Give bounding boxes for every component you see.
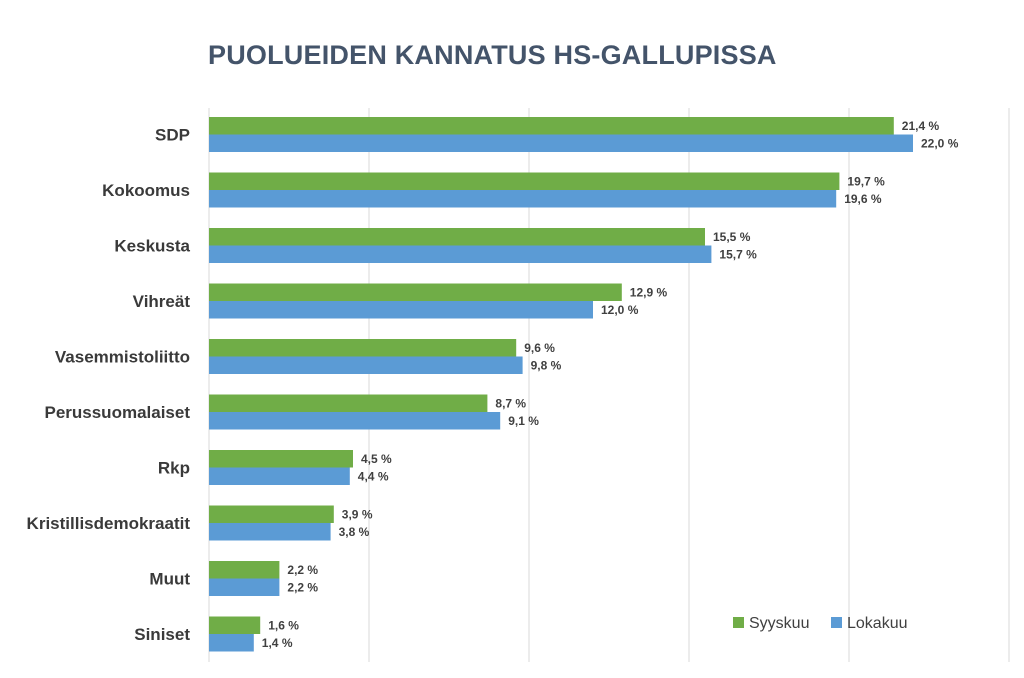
data-label: 2,2 % [287,580,318,594]
bar-lokakuu [209,578,280,596]
category-label: Muut [149,570,190,589]
value-labels: 21,4 % 22,0 % 19,7 % 19,6 % 15,5 % 15,7 % 12,9… [262,119,959,650]
category-label: Vasemmistoliitto [55,348,190,367]
legend-label: Lokakuu [847,615,908,632]
data-label: 1,4 % [262,636,293,650]
bar-lokakuu [209,634,254,652]
legend-swatch [831,617,842,628]
category-label: Keskusta [114,237,190,256]
bars [209,117,913,652]
legend-label: Syyskuu [749,615,809,632]
data-label: 9,1 % [508,414,539,428]
data-label: 19,7 % [847,174,885,188]
data-label: 1,6 % [268,618,299,632]
bar-syyskuu [209,339,517,357]
bar-lokakuu [209,245,712,263]
category-label: Kokoomus [102,181,190,200]
bar-lokakuu [209,356,523,374]
bar-syyskuu [209,450,353,468]
data-label: 21,4 % [902,119,940,133]
bar-syyskuu [209,505,334,523]
category-label: Perussuomalaiset [44,403,190,422]
bar-syyskuu [209,283,622,301]
bar-lokakuu [209,467,350,485]
bar-syyskuu [209,228,705,246]
category-labels: SDP Kokoomus Keskusta Vihreät Vasemmistoliit… [27,126,191,645]
bar-lokakuu [209,134,913,152]
category-label: Rkp [158,459,190,478]
legend-swatch [733,617,744,628]
bar-syyskuu [209,172,840,190]
data-label: 19,6 % [844,192,882,206]
chart-title-text: PUOLUEIDEN KANNATUS HS-GALLUPISSA [208,40,777,70]
bar-syyskuu [209,616,261,634]
category-label: Vihreät [133,292,191,311]
chart-title: PUOLUEIDEN KANNATUS HS-GALLUPISSA [0,40,1024,71]
bar-lokakuu [209,412,501,430]
bar-lokakuu [209,523,331,541]
data-label: 3,9 % [342,507,373,521]
bar-syyskuu [209,561,280,579]
bar-lokakuu [209,301,593,319]
data-label: 15,7 % [719,247,757,261]
data-label: 12,9 % [630,285,668,299]
legend: Syyskuu Lokakuu [733,615,908,632]
category-label: Siniset [134,625,190,644]
data-label: 22,0 % [921,136,959,150]
data-label: 2,2 % [287,563,318,577]
bar-syyskuu [209,394,488,412]
data-label: 8,7 % [495,396,526,410]
data-label: 3,8 % [339,525,370,539]
data-label: 4,4 % [358,469,389,483]
data-label: 4,5 % [361,452,392,466]
data-label: 12,0 % [601,303,639,317]
category-label: Kristillisdemokraatit [27,514,191,533]
bar-lokakuu [209,190,837,208]
data-label: 9,8 % [531,358,562,372]
bar-syyskuu [209,117,894,135]
data-label: 9,6 % [524,341,555,355]
category-label: SDP [155,126,190,145]
data-label: 15,5 % [713,230,751,244]
